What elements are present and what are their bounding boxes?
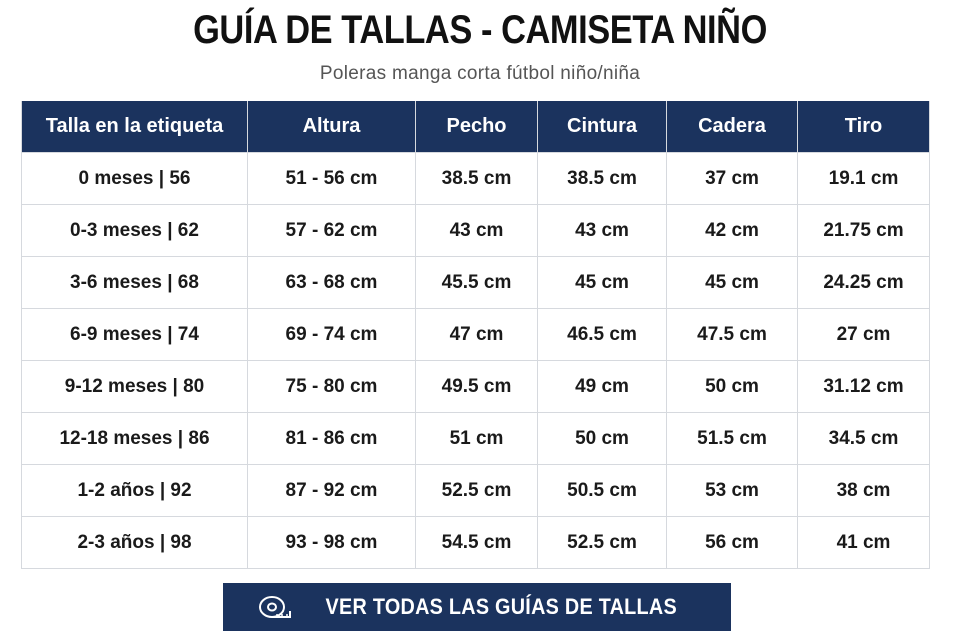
table-cell: 51.5 cm <box>666 412 798 465</box>
column-header: Cintura <box>537 101 667 153</box>
table-cell: 50 cm <box>666 360 798 413</box>
table-cell: 45.5 cm <box>415 256 538 309</box>
table-cell: 1-2 años | 92 <box>21 464 248 517</box>
table-cell: 87 - 92 cm <box>247 464 416 517</box>
table-cell: 47.5 cm <box>666 308 798 361</box>
table-cell: 75 - 80 cm <box>247 360 416 413</box>
table-cell: 69 - 74 cm <box>247 308 416 361</box>
column-header: Altura <box>247 101 416 153</box>
table-cell: 52.5 cm <box>415 464 538 517</box>
table-cell: 47 cm <box>415 308 538 361</box>
table-cell: 45 cm <box>666 256 798 309</box>
table-cell: 49 cm <box>537 360 667 413</box>
column-header: Cadera <box>666 101 798 153</box>
table-row: 2-3 años | 98 93 - 98 cm 54.5 cm 52.5 cm 56 … <box>21 516 930 569</box>
table-row: 1-2 años | 92 87 - 92 cm 52.5 cm 50.5 cm 53 … <box>21 464 930 517</box>
table-row: 0 meses | 56 51 - 56 cm 38.5 cm 38.5 cm 37 c… <box>21 152 930 205</box>
title: GUÍA DE TALLAS - CAMISETA NIÑO <box>193 8 767 52</box>
table-cell: 43 cm <box>415 204 538 257</box>
table-cell: 53 cm <box>666 464 798 517</box>
table-cell: 57 - 62 cm <box>247 204 416 257</box>
table-cell: 50 cm <box>537 412 667 465</box>
table-cell: 52.5 cm <box>537 516 667 569</box>
subtitle: Poleras manga corta fútbol niño/niña <box>319 63 641 84</box>
table-cell: 0-3 meses | 62 <box>21 204 248 257</box>
table-cell: 12-18 meses | 86 <box>21 412 248 465</box>
table-cell: 42 cm <box>666 204 798 257</box>
table-cell: 41 cm <box>797 516 930 569</box>
table-cell: 37 cm <box>666 152 798 205</box>
table-cell: 38.5 cm <box>537 152 667 205</box>
table-cell: 31.12 cm <box>797 360 930 413</box>
table-cell: 43 cm <box>537 204 667 257</box>
column-header: Tiro <box>797 101 930 153</box>
table-cell: 51 cm <box>415 412 538 465</box>
table-cell: 50.5 cm <box>537 464 667 517</box>
column-header: Pecho <box>415 101 538 153</box>
table-cell: 51 - 56 cm <box>247 152 416 205</box>
table-cell: 3-6 meses | 68 <box>21 256 248 309</box>
table-cell: 0 meses | 56 <box>21 152 248 205</box>
header-row: Talla en la etiqueta Altura Pecho Cintura Ca… <box>21 101 930 153</box>
table-row: 0-3 meses | 62 57 - 62 cm 43 cm 43 cm 42 cm 2… <box>21 204 930 257</box>
table-cell: 27 cm <box>797 308 930 361</box>
table-cell: 63 - 68 cm <box>247 256 416 309</box>
table-row: 9-12 meses | 80 75 - 80 cm 49.5 cm 49 cm 50 … <box>21 360 930 413</box>
table-cell: 56 cm <box>666 516 798 569</box>
table-cell: 81 - 86 cm <box>247 412 416 465</box>
table-cell: 24.25 cm <box>797 256 930 309</box>
table-cell: 19.1 cm <box>797 152 930 205</box>
guides-button[interactable]: VER TODAS LAS GUÍAS DE TALLAS <box>223 583 731 631</box>
table-row: 12-18 meses | 86 81 - 86 cm 51 cm 50 cm 51.5… <box>21 412 930 465</box>
table-cell: 93 - 98 cm <box>247 516 416 569</box>
table-cell: 21.75 cm <box>797 204 930 257</box>
table-cell: 9-12 meses | 80 <box>21 360 248 413</box>
button-label[interactable]: VER TODAS LAS GUÍAS DE TALLAS <box>325 594 677 619</box>
table-cell: 38.5 cm <box>415 152 538 205</box>
column-header: Talla en la etiqueta <box>21 101 248 153</box>
size-table: Talla en la etiqueta Altura Pecho Cintura Ca… <box>21 101 930 569</box>
table-cell: 38 cm <box>797 464 930 517</box>
table-cell: 2-3 años | 98 <box>21 516 248 569</box>
table-cell: 34.5 cm <box>797 412 930 465</box>
table-cell: 54.5 cm <box>415 516 538 569</box>
table-cell: 49.5 cm <box>415 360 538 413</box>
table-cell: 6-9 meses | 74 <box>21 308 248 361</box>
table-row: 3-6 meses | 68 63 - 68 cm 45.5 cm 45 cm 45 c… <box>21 256 930 309</box>
tape-icon <box>258 596 291 618</box>
table-body: 0 meses | 56 51 - 56 cm 38.5 cm 38.5 cm 37 c… <box>21 152 930 569</box>
table-cell: 46.5 cm <box>537 308 667 361</box>
table-cell: 45 cm <box>537 256 667 309</box>
table-row: 6-9 meses | 74 69 - 74 cm 47 cm 46.5 cm 47.5… <box>21 308 930 361</box>
